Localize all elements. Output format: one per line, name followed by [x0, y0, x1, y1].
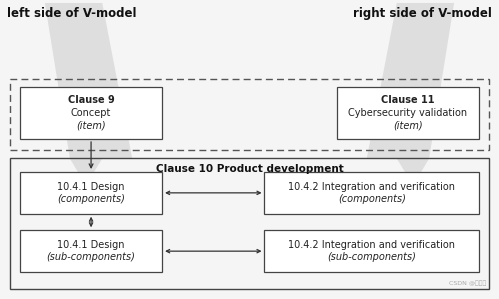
Text: 10.4.2 Integration and verification: 10.4.2 Integration and verification [288, 181, 455, 192]
Polygon shape [70, 158, 102, 185]
Text: Concept: Concept [71, 108, 111, 118]
Bar [264, 172, 479, 214]
Text: 10.4.1 Design: 10.4.1 Design [57, 181, 125, 192]
Bar [20, 172, 162, 214]
Polygon shape [45, 3, 132, 158]
Polygon shape [367, 3, 454, 158]
Bar [20, 230, 162, 272]
Text: 10.4.2 Integration and verification: 10.4.2 Integration and verification [288, 240, 455, 250]
Text: left side of V-model: left side of V-model [7, 7, 137, 20]
Text: (sub-components): (sub-components) [327, 252, 416, 263]
Bar [337, 87, 479, 139]
Text: Clause 9: Clause 9 [68, 95, 114, 105]
Text: 10.4.1 Design: 10.4.1 Design [57, 240, 125, 250]
Text: (components): (components) [338, 194, 406, 204]
Text: CSDN @一细往: CSDN @一细往 [449, 280, 487, 286]
Text: (sub-components): (sub-components) [46, 252, 136, 263]
Text: Clause 10 Product development: Clause 10 Product development [156, 164, 343, 174]
Text: Cybersecurity validation: Cybersecurity validation [348, 108, 468, 118]
Bar [20, 87, 162, 139]
Bar [10, 158, 489, 289]
Bar [264, 230, 479, 272]
Polygon shape [397, 158, 429, 185]
Text: right side of V-model: right side of V-model [353, 7, 492, 20]
Text: (components): (components) [57, 194, 125, 204]
Bar [10, 79, 489, 150]
Text: (item): (item) [76, 120, 106, 130]
Text: Clause 11: Clause 11 [381, 95, 435, 105]
Text: (item): (item) [393, 120, 423, 130]
